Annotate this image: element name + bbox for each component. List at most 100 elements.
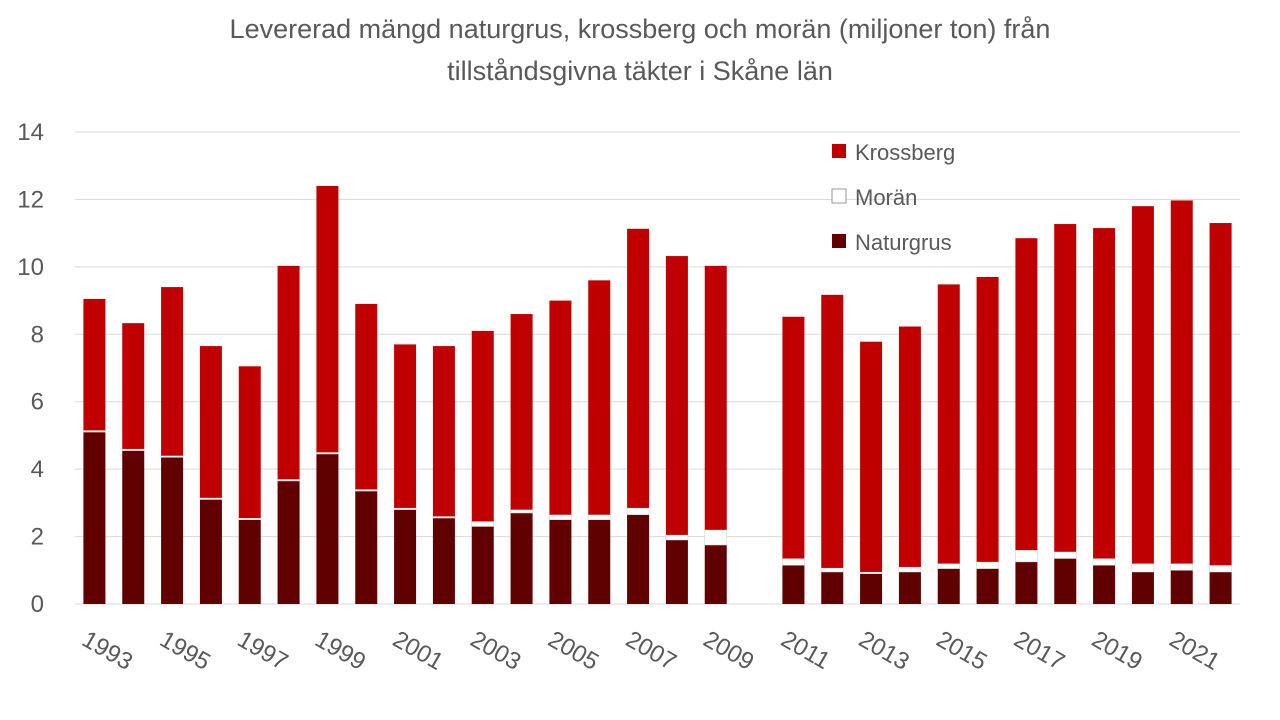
bar-naturgrus-1998 (277, 480, 300, 604)
legend-label-morän: Morän (855, 185, 917, 210)
bar-morän-2012 (820, 567, 844, 573)
x-tick-label-2019: 2019 (1087, 626, 1147, 676)
bar-morän-1994 (121, 448, 145, 451)
bar-krossberg-2017 (1015, 238, 1038, 551)
bar-krossberg-1995 (161, 287, 184, 456)
bar-naturgrus-1996 (199, 499, 222, 604)
bar-morän-2000 (354, 489, 378, 492)
bar-morän-2011 (782, 558, 805, 566)
y-tick-label: 10 (17, 254, 44, 281)
x-tick-label-2015: 2015 (932, 626, 992, 676)
x-tick-label-2005: 2005 (543, 626, 603, 676)
legend-swatch-morän (831, 188, 847, 204)
bar-morän-2008 (665, 534, 689, 541)
bar-morän-2001 (393, 507, 417, 510)
bar-morän-2002 (432, 516, 456, 519)
bar-naturgrus-2000 (355, 491, 378, 604)
y-tick-label: 8 (31, 321, 44, 348)
bar-naturgrus-2020 (1131, 571, 1154, 604)
bar-naturgrus-2009 (704, 545, 727, 604)
x-tick-label-1999: 1999 (310, 626, 370, 676)
bar-morän-2022 (1209, 564, 1232, 573)
bar-naturgrus-2016 (976, 568, 999, 604)
bar-krossberg-2020 (1131, 206, 1154, 564)
y-tick-label: 2 (31, 524, 44, 551)
legend-swatch-krossberg (832, 144, 846, 158)
bar-krossberg-2019 (1093, 228, 1116, 559)
bar-naturgrus-2012 (821, 571, 844, 604)
y-tick-label: 0 (31, 591, 44, 618)
bar-krossberg-2001 (394, 344, 417, 508)
bar-morän-2003 (471, 521, 495, 527)
bar-morän-2018 (1053, 551, 1077, 559)
bar-naturgrus-2019 (1093, 565, 1116, 604)
bar-morän-2015 (937, 563, 961, 569)
x-tick-label-2017: 2017 (1009, 626, 1069, 676)
bar-krossberg-2011 (782, 316, 805, 559)
bar-naturgrus-2005 (549, 519, 572, 604)
bar-morän-2021 (1170, 563, 1194, 571)
bar-naturgrus-1995 (161, 457, 184, 604)
y-tick-label: 14 (17, 119, 44, 146)
bar-morän-2016 (976, 561, 999, 569)
bar-naturgrus-2003 (471, 526, 494, 604)
bar-krossberg-2021 (1170, 200, 1193, 564)
legend-label-naturgrus: Naturgrus (855, 230, 952, 255)
bar-naturgrus-2001 (394, 509, 417, 604)
bar-morän-1995 (160, 455, 184, 458)
bar-naturgrus-1997 (238, 519, 261, 604)
y-tick-label: 12 (17, 186, 44, 213)
bar-krossberg-2006 (588, 280, 611, 515)
bar-morän-2014 (898, 566, 922, 573)
bar-krossberg-2009 (704, 265, 727, 530)
bar-krossberg-2004 (510, 314, 533, 510)
bar-morän-2004 (510, 509, 533, 514)
bar-krossberg-1998 (277, 265, 300, 480)
x-tick-label-2013: 2013 (854, 626, 914, 676)
x-tick-label-2003: 2003 (466, 626, 526, 676)
bar-naturgrus-2007 (627, 514, 650, 604)
bar-morän-1998 (277, 478, 300, 482)
bar-naturgrus-2021 (1170, 570, 1193, 604)
bar-krossberg-1996 (199, 346, 222, 498)
y-tick-label: 4 (31, 456, 44, 483)
x-tick-label-2001: 2001 (388, 626, 448, 676)
bar-morän-2006 (587, 514, 611, 521)
bar-krossberg-2000 (355, 303, 378, 490)
y-tick-label: 6 (31, 389, 44, 416)
bar-morän-1996 (199, 497, 223, 500)
bar-naturgrus-2017 (1015, 561, 1038, 604)
bar-naturgrus-2014 (898, 571, 921, 604)
bar-krossberg-1994 (122, 323, 145, 449)
bar-naturgrus-1994 (122, 450, 145, 604)
bar-naturgrus-2004 (510, 512, 533, 604)
bar-krossberg-2013 (860, 341, 883, 572)
bar-naturgrus-2011 (782, 565, 805, 604)
bar-naturgrus-2015 (937, 568, 960, 604)
bar-krossberg-2003 (471, 330, 494, 522)
x-tick-label-2011: 2011 (776, 626, 834, 675)
bar-naturgrus-2013 (860, 573, 883, 604)
x-tick-label-2009: 2009 (699, 626, 759, 676)
x-tick-label-1997: 1997 (233, 626, 293, 676)
bar-krossberg-1993 (83, 298, 106, 431)
bar-krossberg-1997 (238, 366, 261, 519)
bar-krossberg-2002 (432, 346, 455, 517)
bar-morän-2017 (1015, 549, 1038, 563)
bar-krossberg-2012 (821, 294, 844, 568)
bar-naturgrus-1999 (316, 453, 339, 604)
bar-naturgrus-2002 (432, 518, 455, 604)
bar-krossberg-2014 (898, 326, 921, 567)
bar-krossberg-2007 (627, 228, 650, 508)
x-tick-label-1993: 1993 (77, 626, 137, 676)
bar-morän-2007 (626, 507, 650, 515)
x-tick-label-2007: 2007 (621, 626, 681, 676)
bar-krossberg-2018 (1054, 224, 1077, 552)
x-tick-label-2021: 2021 (1165, 626, 1225, 676)
legend-swatch-naturgrus (832, 234, 846, 248)
bar-naturgrus-2018 (1054, 558, 1077, 604)
chart-title-line-1: Levererad mängd naturgrus, krossberg och… (229, 14, 1051, 44)
legend-label-krossberg: Krossberg (855, 140, 955, 165)
